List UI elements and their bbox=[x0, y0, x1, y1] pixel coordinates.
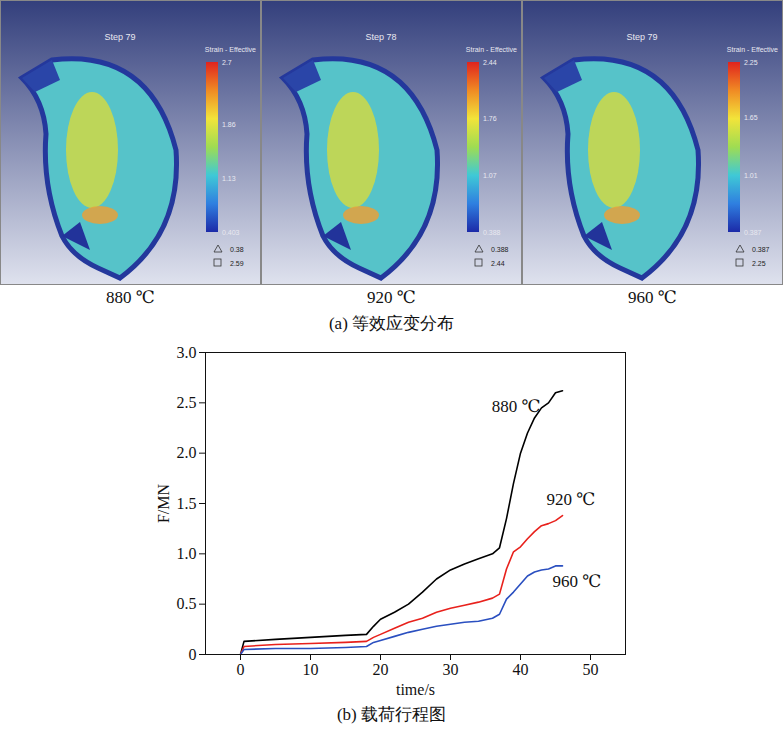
svg-text:Strain - Effective: Strain - Effective bbox=[205, 46, 256, 53]
svg-text:1.76: 1.76 bbox=[483, 115, 497, 122]
svg-text:1.65: 1.65 bbox=[744, 114, 758, 121]
svg-text:2.7: 2.7 bbox=[222, 59, 232, 66]
svg-text:Step 79: Step 79 bbox=[104, 32, 135, 42]
svg-text:Step 78: Step 78 bbox=[365, 32, 396, 42]
svg-text:0.387: 0.387 bbox=[744, 229, 762, 236]
svg-text:Step 79: Step 79 bbox=[626, 32, 657, 42]
svg-text:0: 0 bbox=[237, 661, 245, 678]
svg-text:Strain - Effective: Strain - Effective bbox=[727, 46, 778, 53]
svg-text:0: 0 bbox=[189, 646, 197, 663]
svg-text:30: 30 bbox=[443, 661, 459, 678]
html-text:880 ℃: 880 ℃ bbox=[106, 288, 155, 307]
svg-text:time/s: time/s bbox=[396, 681, 435, 698]
svg-text:2.0: 2.0 bbox=[177, 444, 197, 461]
svg-text:0.387: 0.387 bbox=[752, 246, 770, 253]
svg-text:960 ℃: 960 ℃ bbox=[553, 572, 602, 591]
svg-text:3.0: 3.0 bbox=[177, 344, 197, 361]
svg-text:20: 20 bbox=[373, 661, 389, 678]
svg-text:1.5: 1.5 bbox=[177, 495, 197, 512]
svg-text:1.0: 1.0 bbox=[177, 545, 197, 562]
svg-text:Strain - Effective: Strain - Effective bbox=[466, 46, 517, 53]
html-text:920 ℃: 920 ℃ bbox=[367, 288, 416, 307]
svg-text:0.5: 0.5 bbox=[177, 595, 197, 612]
html-text:960 ℃: 960 ℃ bbox=[628, 288, 677, 307]
svg-text:880 ℃: 880 ℃ bbox=[492, 397, 541, 416]
svg-text:50: 50 bbox=[583, 661, 599, 678]
svg-text:2.25: 2.25 bbox=[752, 260, 766, 267]
html-text:(b) 载荷行程图: (b) 载荷行程图 bbox=[337, 705, 446, 724]
html-text:(a) 等效应变分布: (a) 等效应变分布 bbox=[328, 314, 455, 333]
svg-text:1.07: 1.07 bbox=[483, 172, 497, 179]
svg-text:2.25: 2.25 bbox=[744, 59, 758, 66]
svg-text:920 ℃: 920 ℃ bbox=[547, 490, 596, 509]
svg-text:1.86: 1.86 bbox=[222, 121, 236, 128]
svg-text:0.388: 0.388 bbox=[483, 229, 501, 236]
svg-text:2.44: 2.44 bbox=[483, 59, 497, 66]
svg-text:F/MN: F/MN bbox=[155, 483, 172, 523]
svg-text:10: 10 bbox=[303, 661, 319, 678]
svg-text:40: 40 bbox=[513, 661, 529, 678]
svg-text:2.59: 2.59 bbox=[230, 260, 244, 267]
svg-text:0.38: 0.38 bbox=[230, 246, 244, 253]
svg-text:0.388: 0.388 bbox=[491, 246, 509, 253]
svg-text:1.01: 1.01 bbox=[744, 172, 758, 179]
svg-text:2.44: 2.44 bbox=[491, 260, 505, 267]
svg-text:2.5: 2.5 bbox=[177, 394, 197, 411]
svg-text:1.13: 1.13 bbox=[222, 175, 236, 182]
svg-text:0.403: 0.403 bbox=[222, 229, 240, 236]
